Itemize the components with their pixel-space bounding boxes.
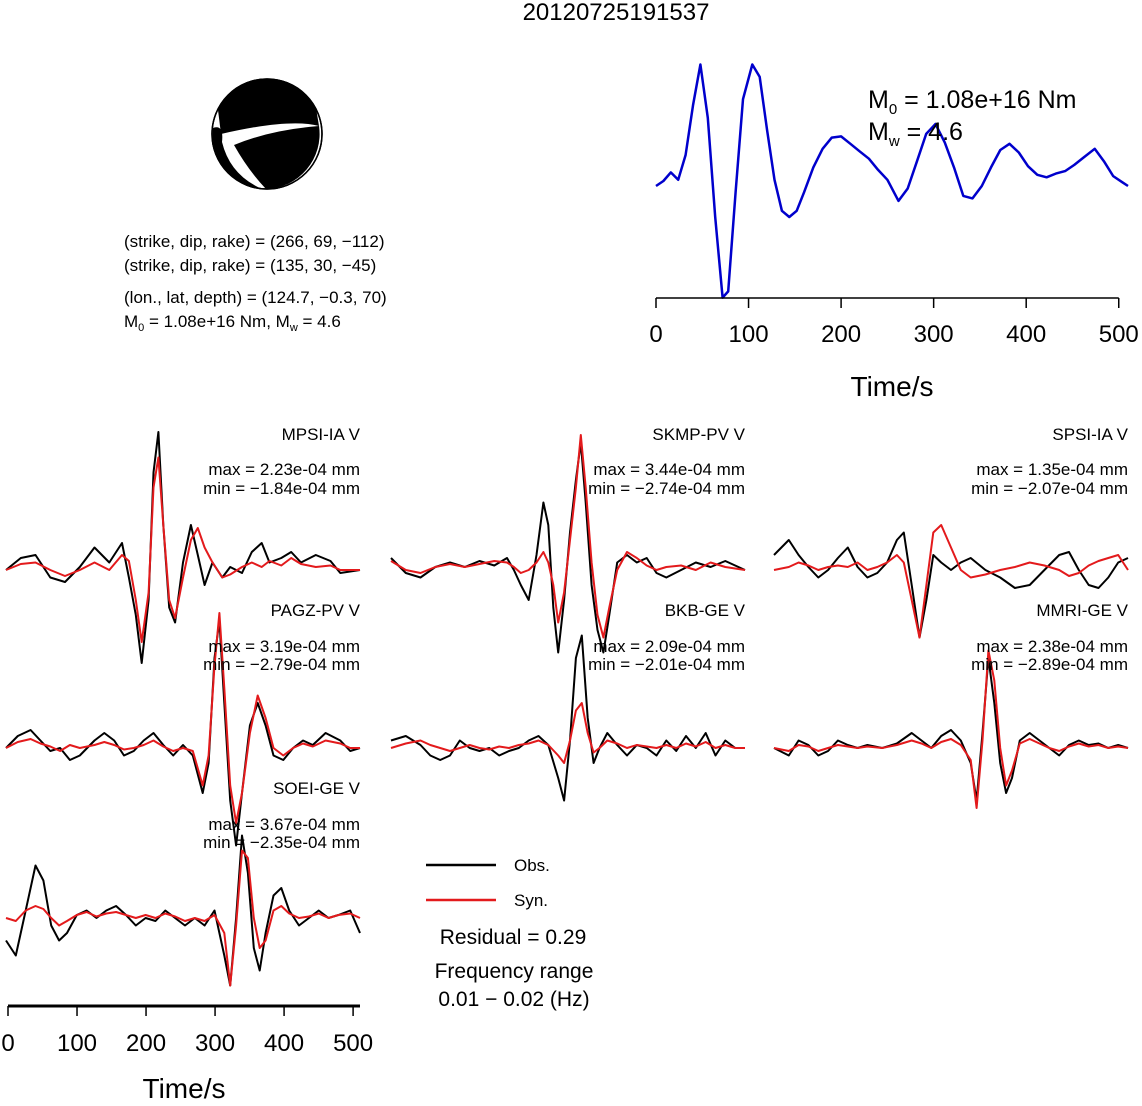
stf-x-tick-label: 500 [1099, 321, 1139, 348]
legend: Obs. Syn. Residual = 0.29 Frequency rang… [426, 856, 593, 1011]
observed-trace [5, 431, 361, 664]
station-max: max = 1.35e-04 mm [976, 460, 1128, 479]
stf-panel: 0 100 200 300 400 500 Time/s [649, 63, 1139, 402]
stf-m0-label: M0 = 1.08e+16 Nm [868, 86, 1076, 118]
station-max: max = 3.67e-04 mm [208, 815, 360, 834]
station-max: max = 3.44e-04 mm [593, 460, 745, 479]
beachball-compression-right [234, 126, 320, 189]
synthetic-trace [773, 649, 1129, 809]
legend-syn-label: Syn. [514, 891, 548, 910]
station-min: min = −2.74e-04 mm [588, 479, 745, 498]
station-max: max = 3.19e-04 mm [208, 637, 360, 656]
synthetic-trace [5, 456, 360, 643]
stf-x-tick-label: 200 [821, 321, 861, 348]
station-label: SOEI-GE V [273, 779, 361, 798]
station-max: max = 2.23e-04 mm [208, 460, 360, 479]
stf-x-tick-label: 400 [1006, 321, 1046, 348]
station-min: min = −1.84e-04 mm [203, 479, 360, 498]
freq-title: Frequency range [435, 960, 594, 983]
station-min: min = −2.79e-04 mm [203, 655, 360, 674]
mechanism-line-1: (strike, dip, rake) = (266, 69, −112) [124, 232, 384, 251]
freq-value: 0.01 − 0.02 (Hz) [438, 988, 589, 1011]
stf-curve [655, 63, 1129, 299]
stf-x-tick-label: 0 [649, 321, 662, 348]
synthetic-trace [390, 434, 746, 639]
observed-trace [773, 531, 1129, 639]
station-label: MPSI-IA V [282, 425, 361, 444]
wave-x-tick-label: 0 [1, 1030, 14, 1057]
station-label: MMRI-GE V [1036, 601, 1128, 620]
wave-x-tick-label: 300 [195, 1030, 235, 1057]
station-max: max = 2.09e-04 mm [593, 637, 745, 656]
wave-x-tick-label: 400 [264, 1030, 304, 1057]
wave-x-label: Time/s [143, 1073, 226, 1104]
synthetic-trace [390, 702, 745, 764]
mechanism-line-3: (lon., lat, depth) = (124.7, −0.3, 70) [124, 288, 387, 307]
observed-trace [390, 634, 745, 802]
wave-x-tick-label: 100 [57, 1030, 97, 1057]
observed-trace [5, 619, 361, 847]
station-max: max = 2.38e-04 mm [976, 637, 1128, 656]
beachball-compression-upper [218, 78, 319, 134]
station-min: min = −2.07e-04 mm [971, 479, 1128, 498]
synthetic-trace [5, 849, 361, 987]
synthetic-trace [773, 524, 1129, 639]
beachball [211, 78, 323, 190]
observed-trace [5, 834, 361, 987]
station-label: PAGZ-PV V [271, 601, 361, 620]
legend-obs-label: Obs. [514, 856, 550, 875]
stf-x-tick-label: 100 [729, 321, 769, 348]
station-min: min = −2.89e-04 mm [971, 655, 1128, 674]
station-min: min = −2.35e-04 mm [203, 833, 360, 852]
station-min: min = −2.01e-04 mm [588, 655, 745, 674]
mechanism-line-2: (strike, dip, rake) = (135, 30, −45) [124, 256, 376, 275]
mechanism-moment-line: M0 = 1.08e+16 Nm, Mw = 4.6 [124, 312, 341, 334]
stf-x-label: Time/s [851, 371, 934, 402]
observed-trace [773, 657, 1129, 802]
station-label: SPSI-IA V [1052, 425, 1128, 444]
residual-label: Residual = 0.29 [440, 926, 587, 949]
wave-x-tick-label: 500 [333, 1030, 373, 1057]
synthetic-trace [5, 612, 360, 824]
stf-x-tick-label: 300 [914, 321, 954, 348]
station-label: BKB-GE V [665, 601, 746, 620]
figure-title: 20120725191537 [523, 0, 710, 26]
wave-x-tick-label: 200 [126, 1030, 166, 1057]
stf-mw-label: Mw = 4.6 [868, 118, 963, 150]
beachball-compression-lower [212, 127, 262, 189]
station-label: SKMP-PV V [652, 425, 745, 444]
